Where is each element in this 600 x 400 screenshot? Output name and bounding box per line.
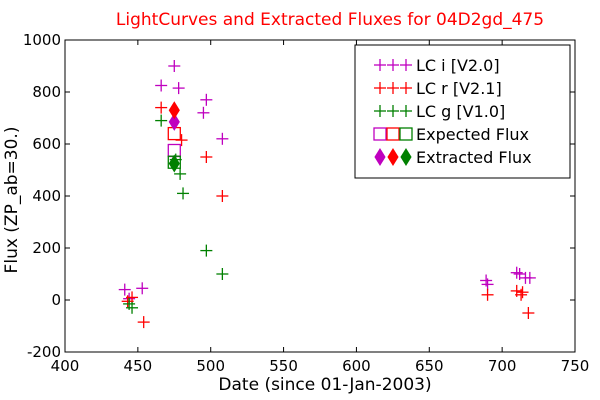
legend-item: LC g [V1.0]: [374, 102, 505, 121]
legend-diamond-marker: [374, 148, 386, 166]
data-point-plus: [126, 301, 139, 314]
data-point-plus: [200, 244, 213, 257]
x-tick-label: 650: [415, 357, 444, 375]
legend-label: Extracted Flux: [416, 148, 532, 167]
legend-label: Expected Flux: [416, 125, 529, 144]
data-point-plus: [216, 268, 229, 280]
x-tick-label: 750: [561, 357, 590, 375]
y-tick-label: 800: [32, 83, 61, 101]
data-point-plus: [137, 316, 150, 329]
data-point-plus: [197, 106, 210, 119]
data-point-plus: [126, 291, 139, 304]
data-point-plus: [515, 288, 528, 301]
data-point-plus: [510, 266, 523, 279]
legend-item: LC i [V2.0]: [374, 56, 500, 75]
data-point-plus: [118, 283, 131, 296]
legend-label: LC r [V2.1]: [416, 79, 502, 98]
legend-item: Extracted Flux: [374, 148, 532, 167]
legend-plus-marker: [374, 82, 386, 94]
y-tick-label: 400: [32, 187, 61, 205]
legend-plus-marker: [400, 82, 412, 94]
y-axis-label: Flux (ZP_ab=30.): [2, 127, 22, 274]
data-point-plus: [155, 79, 168, 92]
legend-plus-marker: [374, 105, 386, 117]
y-tick-label: 0: [51, 291, 61, 309]
data-point-plus: [523, 271, 536, 284]
x-tick-label: 400: [51, 357, 80, 375]
extracted-flux-marker: [168, 112, 180, 131]
legend-item: Expected Flux: [373, 125, 529, 144]
legend-label: LC g [V1.0]: [416, 102, 505, 121]
data-point-plus: [216, 190, 229, 202]
data-point-plus: [172, 82, 185, 95]
data-point-plus: [481, 288, 494, 301]
y-tick-label: -200: [27, 343, 61, 361]
data-point-plus: [174, 167, 187, 180]
data-point-plus: [155, 101, 168, 114]
legend-square-marker: [373, 127, 387, 141]
legend-square-marker: [399, 127, 413, 141]
x-tick-label: 700: [488, 357, 517, 375]
chart-title: LightCurves and Extracted Fluxes for 04D…: [116, 10, 544, 30]
data-marks: [118, 60, 536, 329]
data-point-plus: [200, 93, 213, 106]
axis-ticks: 400 450 500 550 600 650 700 750 -200 0 200 400 600 80…: [23, 31, 590, 375]
extracted-flux-marker: [168, 101, 180, 120]
data-point-plus: [136, 282, 149, 295]
x-axis-label: Date (since 01-Jan-2003): [218, 375, 431, 395]
legend-plus-marker: [400, 105, 412, 117]
y-tick-label: 600: [32, 135, 61, 153]
legend-plus-marker: [374, 59, 386, 71]
data-point-plus: [522, 307, 535, 319]
x-tick-label: 550: [269, 357, 298, 375]
data-point-plus: [516, 286, 529, 299]
y-tick-label: 200: [32, 239, 61, 257]
legend-plus-marker: [387, 105, 399, 117]
legend-item: LC r [V2.1]: [374, 79, 502, 98]
y-tick-label: 1000: [23, 31, 61, 49]
data-point-plus: [168, 60, 181, 72]
x-tick-label: 500: [196, 357, 225, 375]
legend: LC i [V2.0] LC r [V2.1] LC g [V1.0] Expecte…: [354, 44, 571, 179]
data-point-plus: [481, 278, 494, 291]
x-tick-label: 450: [124, 357, 153, 375]
x-tick-label: 600: [342, 357, 371, 375]
data-point-plus: [155, 114, 168, 127]
legend-diamond-marker: [400, 148, 412, 166]
plot-frame: [64, 39, 576, 353]
data-point-plus: [177, 187, 190, 200]
legend-plus-marker: [387, 82, 399, 94]
legend-label: LC i [V2.0]: [416, 56, 500, 75]
data-point-plus: [216, 132, 229, 145]
legend-square-marker: [386, 127, 400, 141]
legend-plus-marker: [400, 59, 412, 71]
legend-plus-marker: [387, 59, 399, 71]
legend-diamond-marker: [387, 148, 399, 166]
data-point-plus: [200, 151, 213, 163]
extracted-flux-marker: [168, 154, 180, 173]
